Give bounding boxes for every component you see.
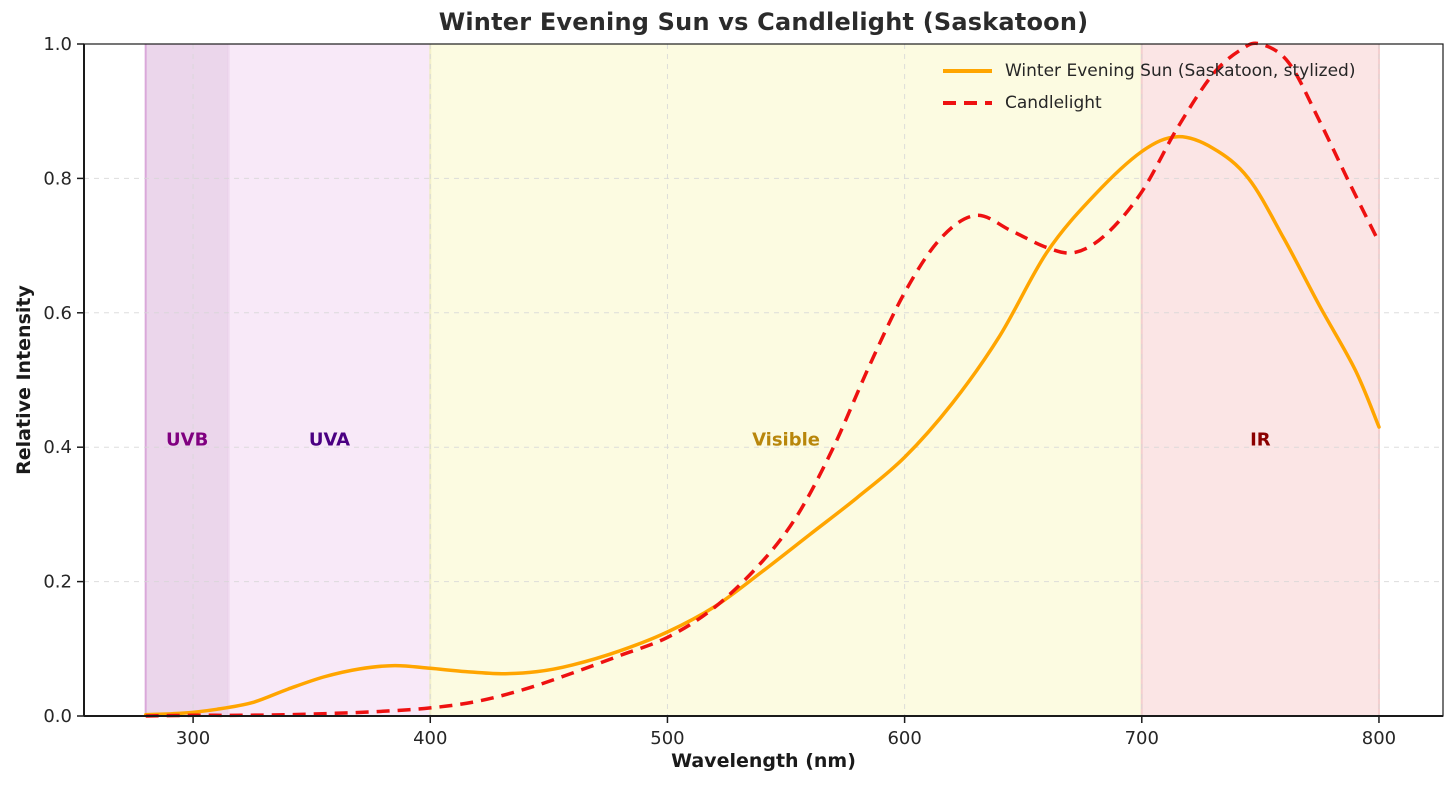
chart-title: Winter Evening Sun vs Candlelight (Saska…	[438, 8, 1089, 36]
x-tick-label: 400	[413, 728, 447, 749]
y-axis-label: Relative Intensity	[13, 285, 35, 475]
legend-label-sun: Winter Evening Sun (Saskatoon, stylized)	[1005, 61, 1356, 81]
x-tick-label: 800	[1362, 728, 1396, 749]
band-ir	[1141, 44, 1379, 716]
x-tick-label: 300	[176, 728, 210, 749]
band-uva	[228, 44, 431, 716]
band-uvb	[145, 44, 229, 716]
legend-item-sun: Winter Evening Sun (Saskatoon, stylized)	[940, 58, 1355, 84]
y-tick-label: 0.0	[43, 706, 72, 727]
legend-line-dashed-icon	[943, 101, 992, 105]
legend: Winter Evening Sun (Saskatoon, stylized)…	[940, 58, 1355, 116]
legend-item-candle: Candlelight	[940, 90, 1355, 116]
y-tick-label: 1.0	[43, 34, 72, 55]
band-visible	[430, 44, 1142, 716]
curve-candlelight	[145, 41, 1381, 718]
x-tick-label: 500	[650, 728, 684, 749]
band-label-ir: IR	[1250, 429, 1271, 451]
legend-label-candle: Candlelight	[1005, 93, 1102, 113]
curve-sun	[143, 134, 1381, 717]
y-tick-label: 0.4	[43, 437, 72, 458]
y-tick-label: 0.6	[43, 303, 72, 324]
x-tick-label: 700	[1125, 728, 1159, 749]
y-tick-label: 0.8	[43, 168, 72, 189]
band-label-uvb: UVB	[166, 429, 209, 451]
x-tick-label: 600	[887, 728, 921, 749]
band-label-uva: UVA	[308, 429, 351, 451]
band-label-visible: Visible	[752, 429, 820, 451]
y-tick-label: 0.2	[43, 572, 72, 593]
x-axis-label: Wavelength (nm)	[671, 750, 856, 772]
legend-line-solid-icon	[943, 69, 992, 73]
